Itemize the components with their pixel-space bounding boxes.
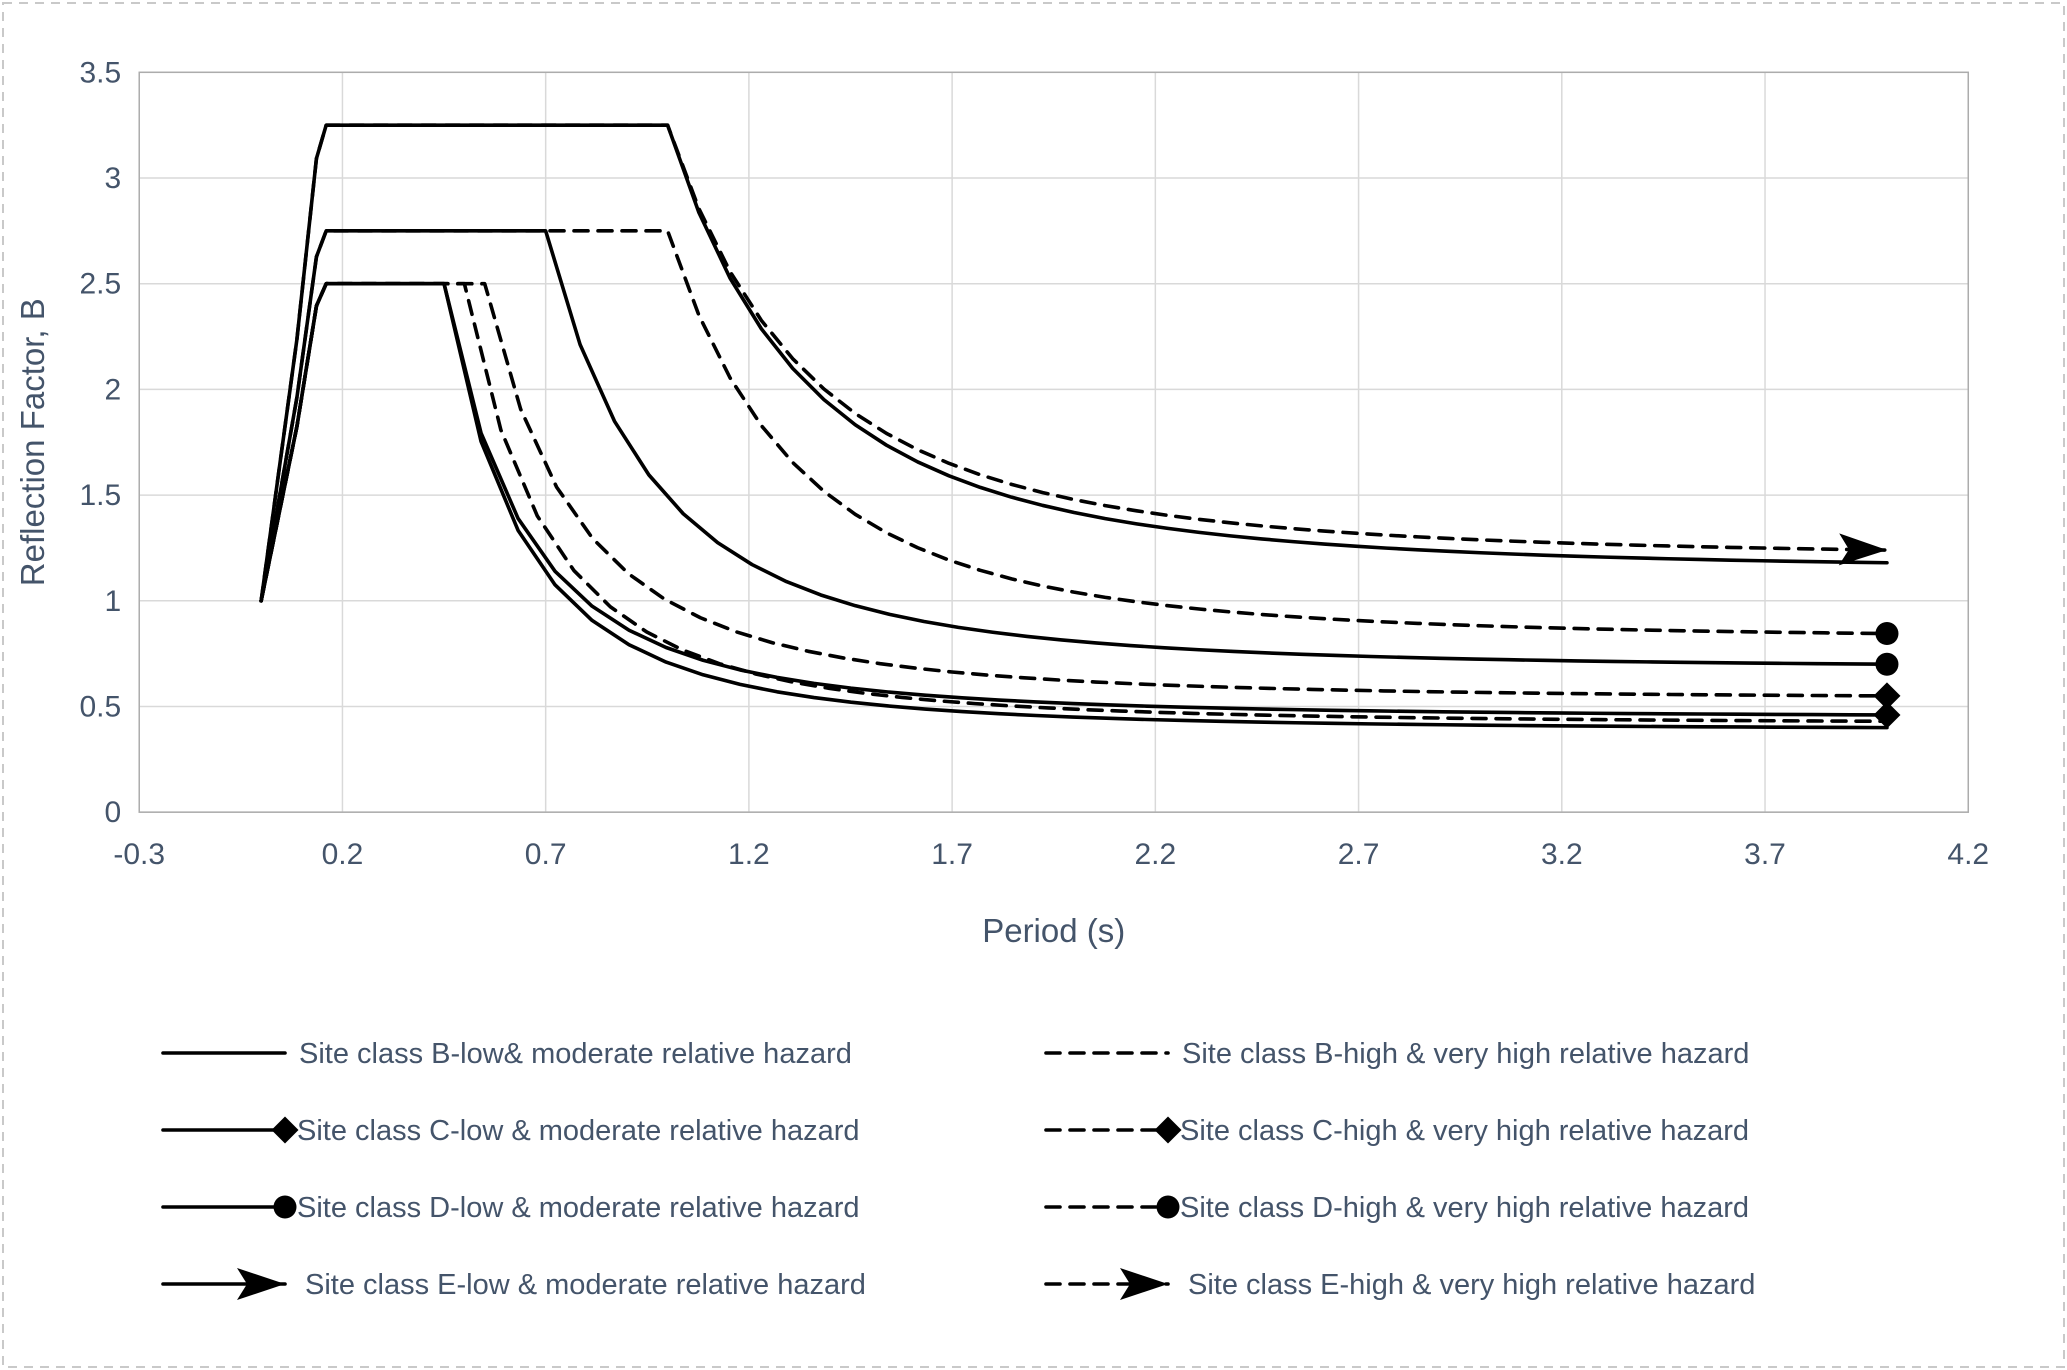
svg-text:1.2: 1.2 bbox=[728, 838, 770, 871]
svg-text:1.5: 1.5 bbox=[80, 479, 122, 512]
svg-text:Site class C-high & very high: Site class C-high & very high relative h… bbox=[1180, 1115, 1749, 1147]
svg-text:2.2: 2.2 bbox=[1134, 838, 1176, 871]
svg-text:Period (s): Period (s) bbox=[982, 912, 1125, 949]
svg-text:2.5: 2.5 bbox=[80, 268, 122, 301]
svg-text:Site class D-low & moderate re: Site class D-low & moderate relative haz… bbox=[297, 1192, 860, 1224]
svg-text:Site class D-high & very high: Site class D-high & very high relative h… bbox=[1180, 1192, 1749, 1224]
svg-text:0: 0 bbox=[105, 796, 122, 829]
svg-text:Site class E-low & moderate re: Site class E-low & moderate relative haz… bbox=[305, 1269, 866, 1301]
svg-text:1.7: 1.7 bbox=[931, 838, 973, 871]
svg-text:Reflection Factor, B: Reflection Factor, B bbox=[14, 298, 51, 586]
svg-text:Site class B-high & very high: Site class B-high & very high relative h… bbox=[1182, 1038, 1749, 1070]
svg-text:Site class B-low& moderate rel: Site class B-low& moderate relative haza… bbox=[299, 1038, 852, 1070]
svg-text:Site class E-high & very high: Site class E-high & very high relative h… bbox=[1188, 1269, 1755, 1301]
svg-text:1: 1 bbox=[105, 585, 122, 618]
svg-text:3.7: 3.7 bbox=[1744, 838, 1786, 871]
svg-text:3.5: 3.5 bbox=[80, 56, 122, 89]
svg-text:3: 3 bbox=[105, 162, 122, 195]
svg-text:2.7: 2.7 bbox=[1338, 838, 1380, 871]
svg-text:-0.3: -0.3 bbox=[113, 838, 165, 871]
svg-text:0.5: 0.5 bbox=[80, 690, 122, 723]
svg-text:2: 2 bbox=[105, 373, 122, 406]
svg-text:0.2: 0.2 bbox=[322, 838, 364, 871]
svg-text:3.2: 3.2 bbox=[1541, 838, 1583, 871]
svg-text:4.2: 4.2 bbox=[1947, 838, 1989, 871]
svg-text:0.7: 0.7 bbox=[525, 838, 567, 871]
svg-text:Site class C-low & moderate re: Site class C-low & moderate relative haz… bbox=[297, 1115, 860, 1147]
